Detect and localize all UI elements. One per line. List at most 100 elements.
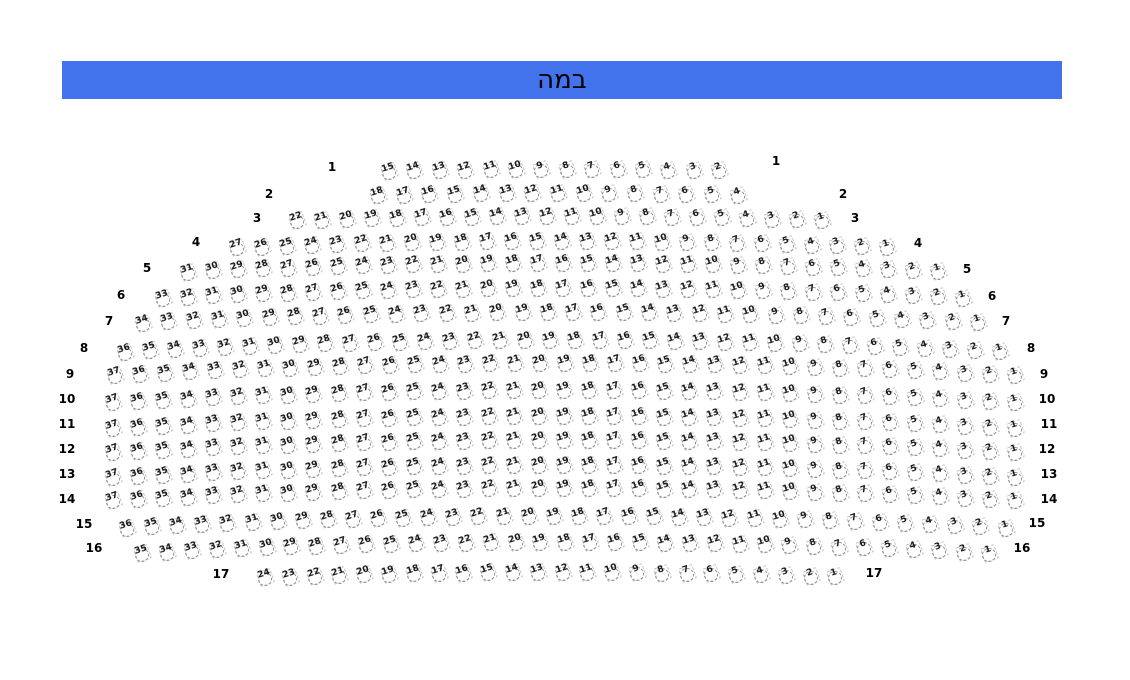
seat-row6-num29[interactable]: 29 (253, 284, 274, 304)
seat-row13-num32[interactable]: 32 (229, 462, 249, 482)
seat-row14-num12[interactable]: 12 (730, 480, 750, 500)
seat-row2-num10[interactable]: 10 (574, 183, 594, 204)
seat-row15-num28[interactable]: 28 (318, 510, 338, 530)
seat-row17-num12[interactable]: 12 (553, 562, 573, 583)
seat-row8-num29[interactable]: 29 (290, 335, 311, 355)
seat-row15-num6[interactable]: 6 (870, 512, 891, 533)
seat-row11-num26[interactable]: 26 (379, 408, 399, 428)
seat-row8-num16[interactable]: 16 (615, 331, 636, 351)
seat-row13-num33[interactable]: 33 (204, 463, 224, 483)
seat-row12-num29[interactable]: 29 (304, 434, 324, 454)
seat-row4-num23[interactable]: 23 (327, 234, 348, 255)
seat-row5-num13[interactable]: 13 (628, 254, 649, 274)
seat-row8-num18[interactable]: 18 (565, 330, 586, 351)
seat-row16-num10[interactable]: 10 (755, 535, 775, 555)
seat-row8-num19[interactable]: 19 (540, 330, 561, 351)
seat-row12-num36[interactable]: 36 (128, 441, 149, 462)
seat-row16-num15[interactable]: 15 (630, 533, 651, 553)
seat-row15-num10[interactable]: 10 (770, 509, 790, 529)
seat-row1-num12[interactable]: 12 (456, 160, 476, 180)
seat-row13-num19[interactable]: 19 (554, 455, 575, 476)
seat-row7-num10[interactable]: 10 (741, 304, 761, 325)
seat-row3-num6[interactable]: 6 (687, 207, 708, 228)
seat-row7-num31[interactable]: 31 (209, 310, 230, 330)
seat-row13-num28[interactable]: 28 (329, 458, 349, 479)
seat-row7-num30[interactable]: 30 (235, 309, 255, 329)
seat-row8-num24[interactable]: 24 (415, 332, 436, 352)
seat-row5-num2[interactable]: 2 (903, 261, 924, 281)
seat-row16-num17[interactable]: 17 (581, 532, 601, 553)
seat-row2-num6[interactable]: 6 (677, 184, 697, 204)
seat-row1-num3[interactable]: 3 (684, 160, 704, 181)
seat-row11-num19[interactable]: 19 (554, 406, 575, 427)
seat-row12-num34[interactable]: 34 (179, 439, 199, 459)
seat-row10-num8[interactable]: 8 (830, 385, 850, 405)
seat-row17-num20[interactable]: 20 (355, 565, 375, 585)
seat-row17-num15[interactable]: 15 (479, 563, 499, 583)
seat-row9-num12[interactable]: 12 (730, 355, 751, 375)
seat-row11-num3[interactable]: 3 (955, 416, 976, 436)
seat-row4-num9[interactable]: 9 (677, 232, 698, 253)
seat-row14-num34[interactable]: 34 (179, 487, 199, 507)
seat-row6-num12[interactable]: 12 (678, 279, 699, 300)
seat-row13-num21[interactable]: 21 (504, 455, 525, 476)
seat-row5-num15[interactable]: 15 (578, 253, 599, 274)
seat-row12-num14[interactable]: 14 (680, 431, 700, 452)
seat-row8-num20[interactable]: 20 (515, 330, 536, 351)
seat-row16-num2[interactable]: 2 (954, 542, 974, 562)
seat-row17-num3[interactable]: 3 (776, 565, 796, 586)
seat-row13-num29[interactable]: 29 (304, 459, 324, 479)
seat-row7-num18[interactable]: 18 (538, 302, 558, 323)
seat-row16-num16[interactable]: 16 (605, 532, 626, 553)
seat-row13-num5[interactable]: 5 (905, 463, 926, 483)
seat-row5-num19[interactable]: 19 (478, 254, 499, 274)
seat-row14-num31[interactable]: 31 (254, 484, 274, 504)
seat-row1-num5[interactable]: 5 (633, 160, 654, 180)
seat-row7-num25[interactable]: 25 (361, 305, 381, 325)
seat-row2-num14[interactable]: 14 (471, 184, 491, 204)
seat-row11-num33[interactable]: 33 (204, 414, 224, 434)
seat-row10-num5[interactable]: 5 (905, 388, 926, 408)
seat-row10-num11[interactable]: 11 (755, 383, 775, 403)
seat-row2-num12[interactable]: 12 (523, 183, 543, 204)
seat-row16-num8[interactable]: 8 (805, 536, 825, 556)
seat-row11-num22[interactable]: 22 (479, 407, 500, 427)
seat-row9-num30[interactable]: 30 (280, 358, 301, 378)
seat-row9-num15[interactable]: 15 (655, 354, 676, 374)
seat-row2-num13[interactable]: 13 (497, 184, 517, 204)
seat-row14-num17[interactable]: 17 (605, 478, 625, 499)
seat-row5-num9[interactable]: 9 (728, 255, 749, 275)
seat-row13-num1[interactable]: 1 (1006, 468, 1026, 488)
seat-row9-num10[interactable]: 10 (780, 356, 801, 377)
seat-row7-num23[interactable]: 23 (412, 304, 432, 324)
seat-row16-num21[interactable]: 21 (481, 533, 501, 553)
seat-row1-num15[interactable]: 15 (379, 161, 400, 181)
seat-row10-num10[interactable]: 10 (780, 383, 800, 404)
seat-row16-num19[interactable]: 19 (531, 532, 551, 553)
seat-row10-num16[interactable]: 16 (630, 381, 650, 401)
seat-row11-num20[interactable]: 20 (529, 406, 550, 427)
seat-row7-num7[interactable]: 7 (816, 306, 837, 327)
seat-row5-num4[interactable]: 4 (853, 259, 874, 279)
seat-row4-num10[interactable]: 10 (652, 232, 673, 252)
seat-row5-num26[interactable]: 26 (303, 257, 324, 277)
seat-row9-num8[interactable]: 8 (830, 358, 851, 378)
seat-row6-num5[interactable]: 5 (853, 284, 874, 304)
seat-row6-num2[interactable]: 2 (928, 287, 949, 307)
seat-row10-num22[interactable]: 22 (479, 381, 500, 401)
seat-row9-num2[interactable]: 2 (980, 364, 1001, 384)
seat-row11-num14[interactable]: 14 (680, 407, 700, 428)
seat-row9-num11[interactable]: 11 (755, 356, 776, 376)
seat-row16-num7[interactable]: 7 (830, 537, 850, 557)
seat-row8-num25[interactable]: 25 (390, 332, 411, 352)
seat-row13-num31[interactable]: 31 (254, 461, 274, 481)
seat-row10-num37[interactable]: 37 (103, 393, 124, 413)
seat-row16-num12[interactable]: 12 (705, 534, 725, 554)
seat-row16-num1[interactable]: 1 (979, 543, 999, 563)
seat-row12-num10[interactable]: 10 (780, 433, 800, 454)
seat-row11-num12[interactable]: 12 (730, 408, 750, 428)
seat-row16-num25[interactable]: 25 (381, 534, 402, 554)
seat-row15-num32[interactable]: 32 (218, 513, 238, 533)
seat-row5-num10[interactable]: 10 (703, 255, 724, 275)
seat-row12-num13[interactable]: 13 (705, 432, 725, 452)
